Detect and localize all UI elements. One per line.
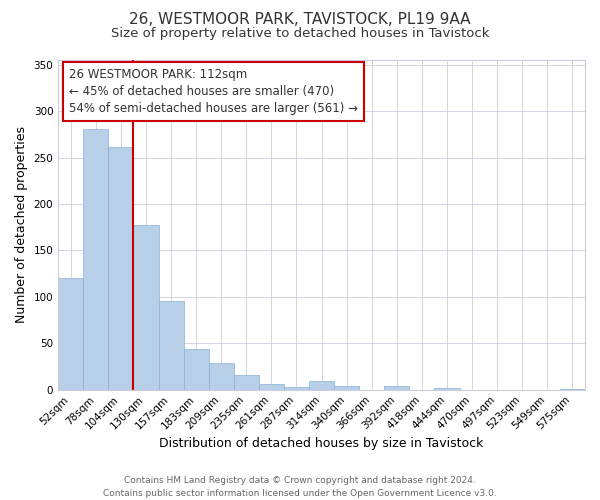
Bar	[109, 148, 133, 390]
Bar	[234, 375, 259, 390]
Bar	[334, 386, 359, 390]
Bar	[284, 387, 309, 390]
Y-axis label: Number of detached properties: Number of detached properties	[15, 126, 28, 324]
Bar	[309, 382, 334, 390]
Bar	[158, 300, 184, 390]
Text: 26 WESTMOOR PARK: 112sqm
← 45% of detached houses are smaller (470)
54% of semi-: 26 WESTMOOR PARK: 112sqm ← 45% of detach…	[69, 68, 358, 115]
Bar	[259, 384, 284, 390]
Bar	[83, 128, 109, 390]
Text: 26, WESTMOOR PARK, TAVISTOCK, PL19 9AA: 26, WESTMOOR PARK, TAVISTOCK, PL19 9AA	[129, 12, 471, 28]
Bar	[58, 278, 83, 390]
Bar	[385, 386, 409, 390]
Bar	[209, 363, 234, 390]
X-axis label: Distribution of detached houses by size in Tavistock: Distribution of detached houses by size …	[160, 437, 484, 450]
Bar	[184, 349, 209, 390]
Bar	[133, 226, 158, 390]
Bar	[434, 388, 460, 390]
Text: Contains HM Land Registry data © Crown copyright and database right 2024.
Contai: Contains HM Land Registry data © Crown c…	[103, 476, 497, 498]
Text: Size of property relative to detached houses in Tavistock: Size of property relative to detached ho…	[111, 28, 489, 40]
Bar	[560, 389, 585, 390]
